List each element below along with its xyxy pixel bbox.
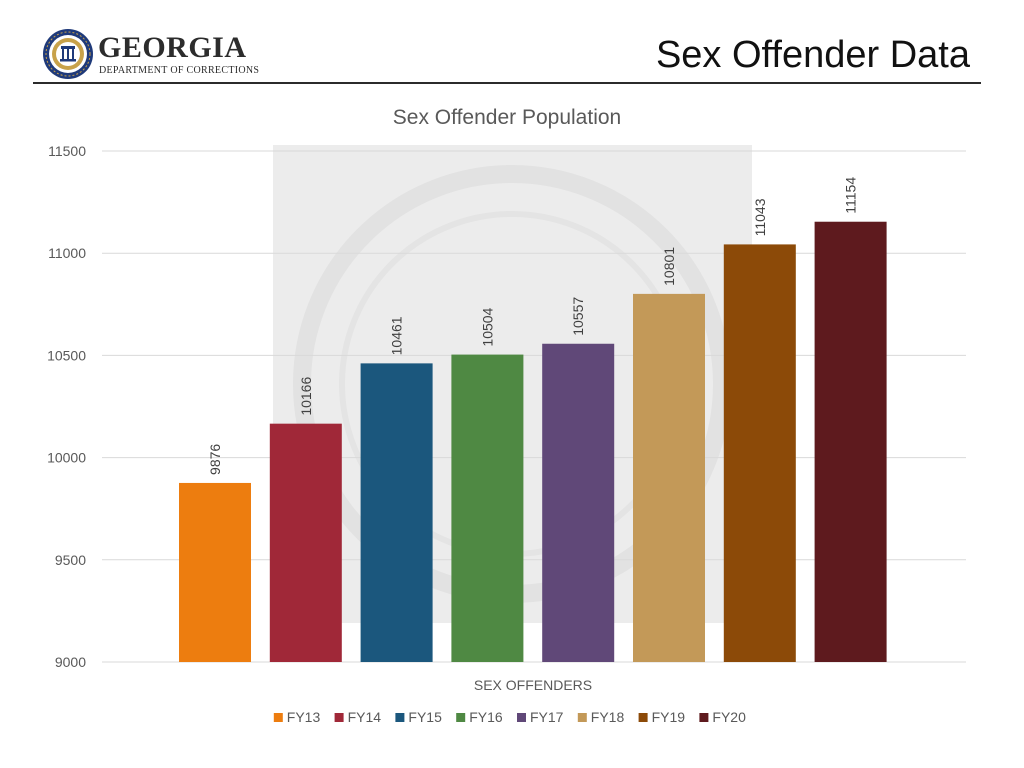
data-label-fy14: 10166: [298, 377, 314, 416]
data-label-fy13: 9876: [207, 444, 223, 475]
y-tick-label: 9000: [55, 654, 86, 670]
data-label-fy15: 10461: [389, 316, 405, 355]
chart-title: Sex Offender Population: [393, 106, 621, 129]
bar-fy14: [269, 423, 342, 662]
legend-swatch-fy14: [334, 713, 344, 722]
data-label-fy19: 11043: [752, 198, 768, 236]
legend-label-fy20: FY20: [712, 709, 746, 725]
y-axis-ticks: 9000 9500 10000 10500 11000 11500: [47, 143, 86, 670]
bar-fy19: [723, 244, 796, 662]
y-tick-label: 10000: [47, 450, 86, 466]
bar-fy17: [542, 343, 615, 662]
legend-swatch-fy16: [456, 713, 466, 722]
data-label-fy18: 10801: [661, 247, 677, 286]
bar-fy18: [633, 293, 705, 662]
header-divider: [33, 82, 981, 84]
legend: FY13 FY14 FY15 FY16 FY17 FY18 FY19 FY20: [273, 709, 746, 725]
data-labels: 9876 10166 10461 10504 10557 10801 11043 11154: [207, 177, 859, 475]
x-axis-label: SEX OFFENDERS: [474, 677, 592, 693]
data-label-fy20: 11154: [843, 177, 859, 214]
legend-label-fy14: FY14: [348, 709, 382, 725]
legend-swatch-fy15: [395, 713, 405, 722]
legend-label-fy19: FY19: [652, 709, 686, 725]
data-label-fy17: 10557: [570, 297, 586, 336]
legend-swatch-fy17: [517, 713, 526, 722]
y-tick-label: 10500: [47, 347, 86, 363]
bars: [179, 221, 887, 662]
legend-swatch-fy20: [699, 713, 709, 722]
legend-label-fy17: FY17: [530, 709, 564, 725]
bar-fy15: [360, 363, 433, 662]
legend-swatch-fy13: [273, 713, 283, 722]
legend-label-fy15: FY15: [408, 709, 442, 725]
y-tick-label: 11500: [48, 143, 86, 159]
y-tick-label: 9500: [55, 552, 86, 568]
legend-label-fy16: FY16: [469, 709, 503, 725]
legend-label-fy18: FY18: [591, 709, 625, 725]
slide-header: GEORGIA DEPARTMENT OF CORRECTIONS Sex Of…: [0, 0, 1024, 86]
bar-chart: Sex Offender Population 9000 9500 10000 105…: [47, 106, 966, 725]
georgia-seal-icon: [43, 29, 93, 79]
bar-fy20: [814, 221, 887, 662]
legend-swatch-fy18: [577, 713, 587, 722]
bar-fy13: [179, 482, 251, 662]
org-subtitle: DEPARTMENT OF CORRECTIONS: [99, 65, 260, 76]
bar-fy16: [451, 354, 524, 662]
org-name: GEORGIA: [98, 31, 247, 64]
page-title: Sex Offender Data: [655, 34, 970, 76]
y-tick-label: 11000: [48, 245, 86, 261]
data-label-fy16: 10504: [479, 307, 495, 346]
georgia-doc-logo: GEORGIA DEPARTMENT OF CORRECTIONS: [42, 28, 262, 82]
legend-swatch-fy19: [638, 713, 648, 722]
legend-label-fy13: FY13: [287, 709, 321, 725]
